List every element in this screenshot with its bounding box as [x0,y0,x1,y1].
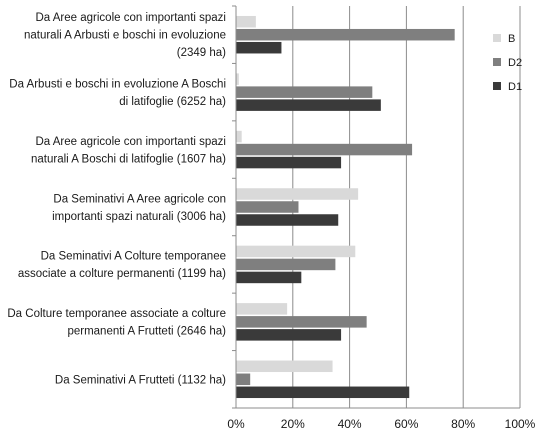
bar-d1-0 [236,41,282,54]
x-tick-labels: 0% 20% 40% 60% 80% 100% [227,417,535,431]
bar-d2-4 [236,258,336,271]
category-label-line: Da Seminativi A Aree agricole con [53,193,226,205]
bar-d2-2 [236,143,413,156]
bars [236,15,455,399]
bar-b-4 [236,245,356,258]
bar-d1-6 [236,386,410,399]
bar-b-0 [236,15,256,28]
bar-d2-3 [236,201,299,213]
x-tick-label: 80% [451,417,475,431]
bar-d1-1 [236,99,381,111]
bar-d2-0 [236,28,455,41]
category-label-line: naturali A Arbusti e boschi in evoluzion… [24,30,226,42]
axes [232,5,520,409]
bar-b-6 [236,360,333,373]
bar-b-3 [236,188,359,200]
bar-d2-1 [236,86,373,98]
category-label-line: importanti spazi naturali (3006 ha) [52,211,226,223]
category-label-line: di latifoglie (6252 ha) [119,96,226,108]
bar-d1-3 [236,214,339,226]
gridlines [292,6,521,408]
legend-swatch-d1 [493,82,501,90]
category-label-line: Da Arbusti e boschi in evoluzione A Bosc… [9,78,226,90]
bar-d2-6 [236,373,251,386]
category-labels: Da Aree agricole con importanti spazi nat… [7,12,226,386]
bar-b-5 [236,303,288,315]
legend-label-d1: D1 [508,81,522,93]
bar-d1-4 [236,271,302,284]
category-label-line: naturali A Boschi di latifoglie (1607 ha… [31,153,226,165]
bar-b-2 [236,130,242,143]
bar-b-1 [236,73,239,85]
x-tick-label: 100% [505,417,536,431]
category-label-line: Da Seminativi A Colture temporanee [41,251,226,263]
legend-label-d2: D2 [508,57,522,69]
x-tick-label: 40% [338,417,362,431]
category-label-line: permanenti A Frutteti (2646 ha) [67,326,226,338]
category-label-line: Da Aree agricole con importanti spazi [36,12,227,24]
legend: B D2 D1 [493,33,522,93]
category-label-line: Da Seminativi A Frutteti (1132 ha) [55,374,226,386]
bar-d1-2 [236,156,342,169]
bar-d1-5 [236,329,342,341]
legend-label-b: B [508,33,515,45]
bar-d2-5 [236,316,367,328]
category-label-line: (2349 ha) [177,47,226,59]
legend-swatch-b [493,34,501,42]
x-tick-label: 20% [281,417,305,431]
category-label-line: associate a colture permanenti (1199 ha) [18,268,226,280]
x-tick-label: 0% [227,417,245,431]
x-tick-label: 60% [394,417,418,431]
legend-swatch-d2 [493,58,501,66]
category-label-line: Da Aree agricole con importanti spazi [36,136,227,148]
category-label-line: Da Colture temporanee associate a coltur… [7,308,226,320]
